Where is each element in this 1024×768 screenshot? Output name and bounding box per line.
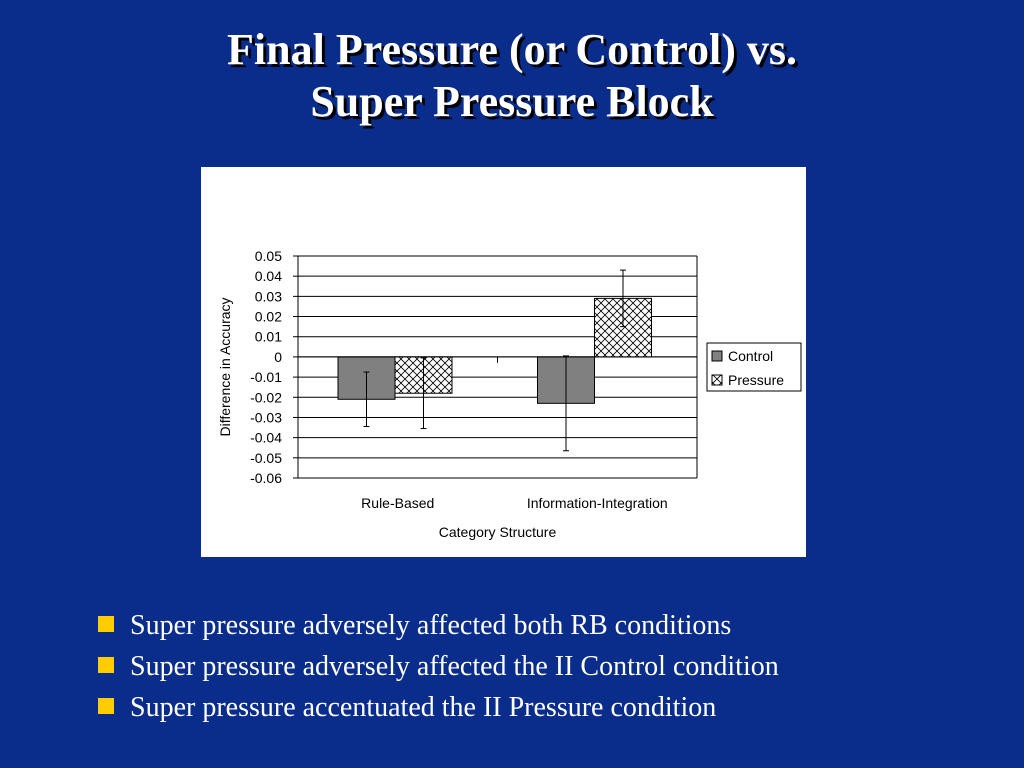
chart-panel: 0.05 0.04 0.03 0.02 0.01 0 -0.01 -0.02 -0.03 -0.0… (201, 167, 806, 557)
x-tick-label: Information-Integration (527, 495, 668, 511)
x-axis-title: Category Structure (439, 524, 557, 540)
legend-swatch (711, 350, 723, 362)
y-tick-label: -0.02 (250, 389, 282, 405)
y-tick-label: -0.04 (250, 430, 282, 446)
bullet-text: Super pressure adversely affected both R… (130, 610, 732, 641)
legend-swatch (711, 374, 723, 386)
y-tick-label: 0.01 (255, 329, 282, 345)
bullet-item: Super pressure adversely affected the II… (98, 646, 998, 687)
bullet-text: Super pressure adversely affected the II… (130, 651, 779, 682)
y-tick-label: -0.03 (250, 409, 282, 425)
y-tick-label: 0.05 (255, 248, 282, 264)
bullet-item: Super pressure accentuated the II Pressu… (98, 687, 998, 728)
y-axis-title: Difference in Accuracy (217, 297, 233, 436)
bullet-square-icon (98, 616, 114, 632)
y-tick-label: 0.02 (255, 309, 282, 325)
bullet-square-icon (98, 698, 114, 714)
y-tick-label: 0.04 (255, 268, 282, 284)
slide-title-line2: Super Pressure Block (310, 77, 714, 126)
y-tick-label: -0.06 (250, 470, 282, 486)
bar-chart: 0.05 0.04 0.03 0.02 0.01 0 -0.01 -0.02 -0.03 -0.0… (217, 248, 802, 540)
x-tick-label: Rule-Based (361, 495, 434, 511)
bullet-text: Super pressure accentuated the II Pressu… (130, 692, 717, 723)
bullet-item: Super pressure adversely affected both R… (98, 605, 998, 646)
slide-title-line1: Final Pressure (or Control) vs. (227, 25, 797, 74)
legend-label: Pressure (728, 372, 784, 388)
slide-title: Final Pressure (or Control) vs. Super Pr… (0, 24, 1024, 128)
bullet-list: Super pressure adversely affected both R… (98, 605, 998, 728)
bullet-square-icon (98, 657, 114, 673)
legend-label: Control (728, 348, 773, 364)
y-tick-label: 0.03 (255, 288, 282, 304)
legend-box (706, 342, 802, 392)
y-tick-label: -0.01 (250, 369, 282, 385)
y-tick-label: 0 (274, 349, 282, 365)
y-tick-label: -0.05 (250, 450, 282, 466)
